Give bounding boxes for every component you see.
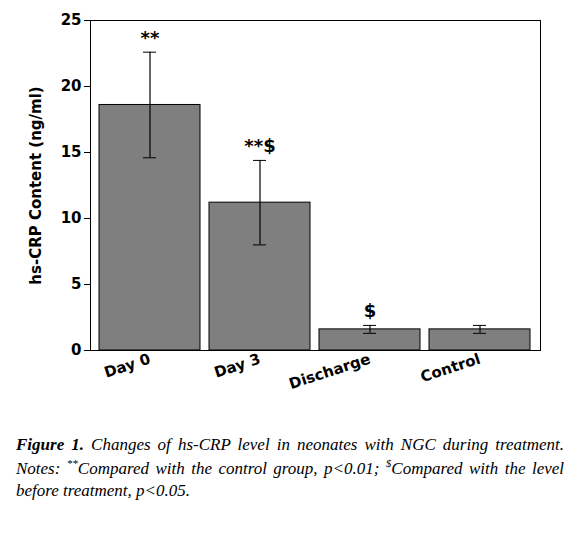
html-text:Figure 1. Changes of hs-CRP le: Figure 1. Changes of hs-CRP level in neo… bbox=[16, 435, 564, 500]
svg-text:hs-CRP Content (ng/ml): hs-CRP Content (ng/ml) bbox=[27, 86, 45, 284]
svg-text:15: 15 bbox=[61, 143, 82, 161]
svg-text:20: 20 bbox=[61, 77, 82, 95]
svg-text:Control: Control bbox=[418, 350, 483, 386]
svg-text:**: ** bbox=[141, 27, 160, 48]
svg-text:Day 0: Day 0 bbox=[102, 350, 153, 382]
svg-text:0: 0 bbox=[71, 341, 81, 359]
svg-text:$: $ bbox=[364, 300, 377, 321]
svg-text:Day 3: Day 3 bbox=[212, 350, 263, 382]
svg-text:5: 5 bbox=[71, 275, 81, 293]
svg-text:10: 10 bbox=[61, 209, 82, 227]
svg-text:25: 25 bbox=[61, 11, 82, 29]
svg-text:**$: **$ bbox=[244, 135, 275, 156]
svg-text:Discharge: Discharge bbox=[287, 350, 373, 393]
